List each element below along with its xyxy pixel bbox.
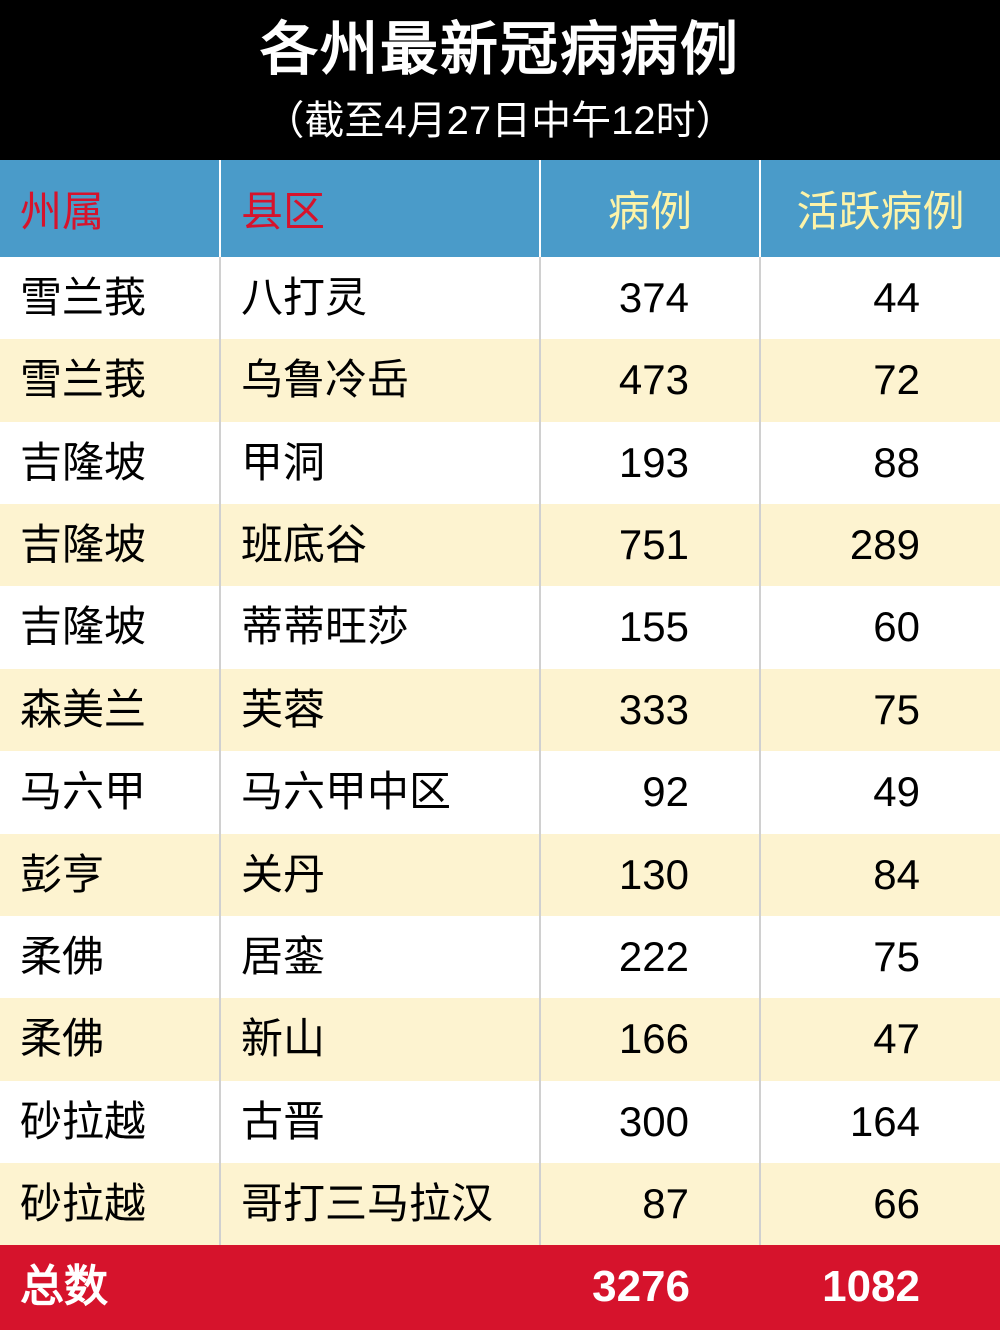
cell-active: 289 — [760, 504, 1000, 586]
cell-district: 芙蓉 — [220, 669, 540, 751]
table-row: 雪兰莪乌鲁冷岳47372 — [0, 339, 1000, 421]
cell-state: 马六甲 — [0, 751, 220, 833]
cell-active: 88 — [760, 422, 1000, 504]
cell-state: 雪兰莪 — [0, 339, 220, 421]
table-container: 各州最新冠病病例 （截至4月27日中午12时） 州属 县区 病例 活跃病例 雪兰… — [0, 0, 1000, 1330]
cell-state: 雪兰莪 — [0, 257, 220, 339]
cell-district: 八打灵 — [220, 257, 540, 339]
table-row: 柔佛新山16647 — [0, 998, 1000, 1080]
cell-state: 吉隆坡 — [0, 422, 220, 504]
cell-district: 关丹 — [220, 834, 540, 916]
col-header-active: 活跃病例 — [760, 160, 1000, 257]
cell-cases: 130 — [540, 834, 760, 916]
covid-cases-table: 州属 县区 病例 活跃病例 雪兰莪八打灵37444雪兰莪乌鲁冷岳47372吉隆坡… — [0, 160, 1000, 1330]
cell-cases: 92 — [540, 751, 760, 833]
cell-district: 乌鲁冷岳 — [220, 339, 540, 421]
cell-state: 吉隆坡 — [0, 586, 220, 668]
cell-active: 75 — [760, 916, 1000, 998]
cell-district: 蒂蒂旺莎 — [220, 586, 540, 668]
cell-active: 84 — [760, 834, 1000, 916]
table-row: 彭亨关丹13084 — [0, 834, 1000, 916]
cell-active: 66 — [760, 1163, 1000, 1245]
total-label: 总数 — [0, 1245, 220, 1330]
page-title: 各州最新冠病病例 — [0, 18, 1000, 82]
cell-district: 新山 — [220, 998, 540, 1080]
table-row: 柔佛居銮22275 — [0, 916, 1000, 998]
cell-cases: 193 — [540, 422, 760, 504]
cell-cases: 374 — [540, 257, 760, 339]
cell-active: 75 — [760, 669, 1000, 751]
cell-state: 森美兰 — [0, 669, 220, 751]
table-row: 吉隆坡蒂蒂旺莎15560 — [0, 586, 1000, 668]
cell-state: 吉隆坡 — [0, 504, 220, 586]
table-row: 吉隆坡甲洞19388 — [0, 422, 1000, 504]
table-row: 马六甲马六甲中区9249 — [0, 751, 1000, 833]
cell-active: 72 — [760, 339, 1000, 421]
total-row: 总数 32761082 — [0, 1245, 1000, 1330]
cell-cases: 300 — [540, 1081, 760, 1163]
cell-state: 彭亨 — [0, 834, 220, 916]
cell-district: 哥打三马拉汉 — [220, 1163, 540, 1245]
cell-state: 砂拉越 — [0, 1081, 220, 1163]
col-header-district: 县区 — [220, 160, 540, 257]
table-row: 砂拉越古晋300164 — [0, 1081, 1000, 1163]
cell-cases: 333 — [540, 669, 760, 751]
cell-district: 居銮 — [220, 916, 540, 998]
table-header-row: 州属 县区 病例 活跃病例 — [0, 160, 1000, 257]
cell-state: 砂拉越 — [0, 1163, 220, 1245]
cell-state: 柔佛 — [0, 998, 220, 1080]
cell-active: 164 — [760, 1081, 1000, 1163]
cell-active: 60 — [760, 586, 1000, 668]
cell-cases: 155 — [540, 586, 760, 668]
cell-active: 47 — [760, 998, 1000, 1080]
cell-state: 柔佛 — [0, 916, 220, 998]
cell-district: 马六甲中区 — [220, 751, 540, 833]
total-active: 1082 — [760, 1245, 1000, 1330]
table-row: 吉隆坡班底谷751289 — [0, 504, 1000, 586]
total-empty — [220, 1245, 540, 1330]
cell-cases: 751 — [540, 504, 760, 586]
header-block: 各州最新冠病病例 （截至4月27日中午12时） — [0, 0, 1000, 160]
col-header-state: 州属 — [0, 160, 220, 257]
cell-district: 甲洞 — [220, 422, 540, 504]
cell-cases: 166 — [540, 998, 760, 1080]
cell-cases: 222 — [540, 916, 760, 998]
cell-cases: 473 — [540, 339, 760, 421]
table-body: 雪兰莪八打灵37444雪兰莪乌鲁冷岳47372吉隆坡甲洞19388吉隆坡班底谷7… — [0, 257, 1000, 1330]
table-row: 砂拉越哥打三马拉汉8766 — [0, 1163, 1000, 1245]
cell-active: 44 — [760, 257, 1000, 339]
cell-district: 古晋 — [220, 1081, 540, 1163]
page-subtitle: （截至4月27日中午12时） — [0, 88, 1000, 146]
cell-cases: 87 — [540, 1163, 760, 1245]
col-header-cases: 病例 — [540, 160, 760, 257]
table-row: 森美兰芙蓉33375 — [0, 669, 1000, 751]
total-cases: 3276 — [540, 1245, 760, 1330]
cell-district: 班底谷 — [220, 504, 540, 586]
cell-active: 49 — [760, 751, 1000, 833]
table-row: 雪兰莪八打灵37444 — [0, 257, 1000, 339]
